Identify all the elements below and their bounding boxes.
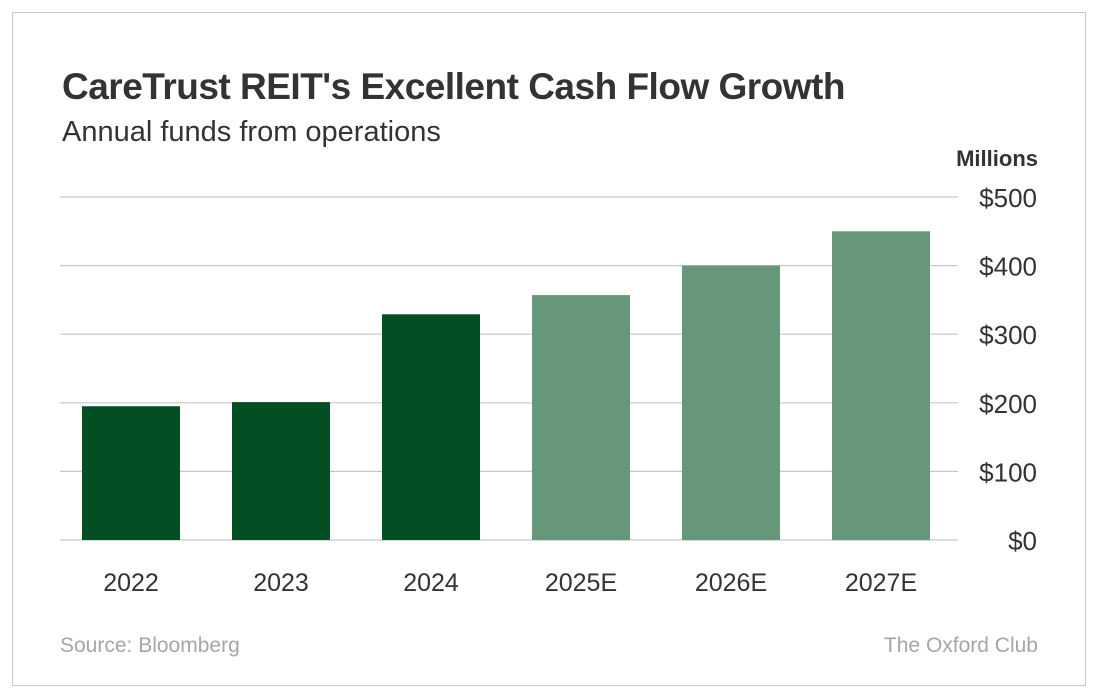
source-note: Source: Bloomberg	[60, 634, 240, 657]
bar-2022	[82, 406, 180, 540]
chart-title: CareTrust REIT's Excellent Cash Flow Gro…	[62, 66, 845, 107]
chart-subtitle: Annual funds from operations	[62, 116, 441, 148]
y-tick-label: $300	[979, 320, 1037, 350]
x-tick-label: 2022	[103, 569, 159, 597]
x-tick-label: 2026E	[695, 569, 767, 597]
y-tick-label: $100	[979, 457, 1037, 487]
bar-2025E	[532, 295, 630, 540]
y-tick-label: $400	[979, 252, 1037, 282]
chart-frame	[12, 12, 1086, 686]
y-tick-label: $200	[979, 389, 1037, 419]
x-tick-label: 2025E	[545, 569, 617, 597]
x-tick-label: 2027E	[845, 569, 917, 597]
y-tick-label: $0	[1008, 526, 1037, 556]
bar-2026E	[682, 265, 780, 540]
bar-2027E	[832, 231, 930, 541]
y-tick-label: $500	[979, 183, 1037, 213]
bar-2024	[382, 314, 480, 540]
x-tick-label: 2023	[253, 569, 309, 597]
brand-label: The Oxford Club	[883, 634, 1038, 657]
unit-label: Millions	[956, 146, 1038, 171]
bar-2023	[232, 402, 330, 540]
x-tick-label: 2024	[403, 569, 459, 597]
